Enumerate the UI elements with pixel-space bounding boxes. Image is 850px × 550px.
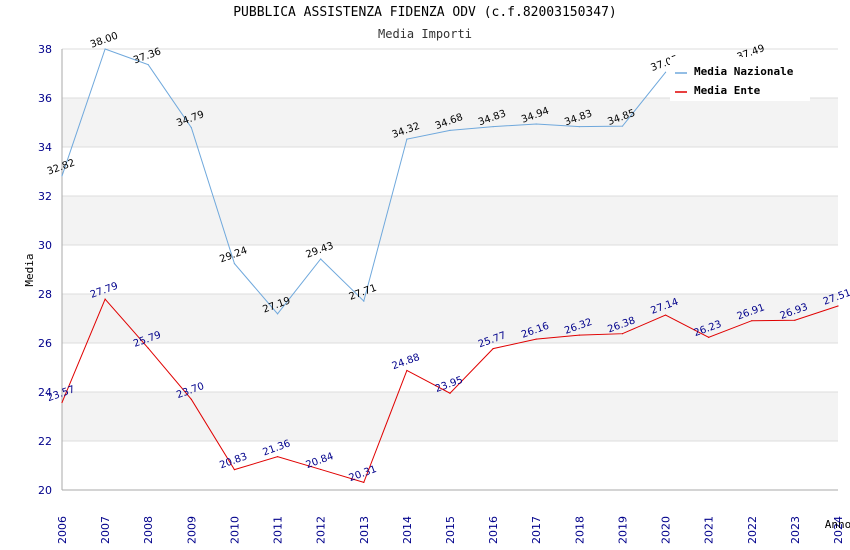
x-tick-label: 2017 (530, 516, 543, 544)
grid-band (62, 294, 838, 343)
chart-title: PUBBLICA ASSISTENZA FIDENZA ODV (c.f.820… (233, 5, 617, 20)
x-tick-label: 2018 (573, 516, 586, 544)
data-point (233, 263, 236, 265)
data-point (363, 300, 365, 302)
data-point (190, 127, 192, 129)
data-point (578, 334, 580, 336)
data-point (61, 175, 63, 177)
data-point (320, 258, 322, 260)
x-tick-label: 2022 (746, 516, 759, 544)
data-point (492, 126, 494, 128)
x-tick-label: 2012 (315, 516, 328, 544)
x-tick-label: 2006 (56, 516, 69, 544)
grid-band (62, 98, 838, 147)
grid-lines (62, 48, 838, 491)
x-tick-label: 2019 (616, 516, 629, 544)
x-tick-label: 2008 (142, 516, 155, 544)
data-label: 20.31 (348, 464, 379, 484)
series-line-media-nazionale (61, 48, 666, 315)
y-tick-label: 22 (38, 435, 52, 448)
chart-subtitle: Media Importi (378, 27, 472, 41)
data-point (61, 401, 63, 404)
data-label: 24.88 (391, 352, 422, 372)
legend-label-media-ente: Media Ente (694, 84, 761, 97)
data-point (276, 456, 279, 458)
data-point (708, 336, 710, 338)
x-tick-label: 2015 (444, 516, 457, 544)
data-point (449, 392, 451, 394)
data-label: 20.84 (304, 451, 335, 471)
legend: Media Nazionale Media Ente (670, 57, 810, 101)
x-tick-label: 2014 (401, 516, 414, 544)
x-tick-label: 2023 (789, 516, 802, 544)
series-layer (61, 48, 839, 484)
data-point (621, 333, 624, 335)
data-point (147, 347, 149, 349)
data-point (664, 71, 667, 73)
data-point (363, 481, 365, 484)
x-tick-label: 2010 (228, 516, 241, 544)
y-tick-label: 38 (38, 43, 52, 56)
x-tick-label: 2009 (185, 516, 198, 544)
y-tick-label: 28 (38, 288, 52, 301)
grid-band (62, 196, 838, 245)
y-tick-label: 34 (38, 141, 52, 154)
data-point (104, 298, 106, 300)
data-point (233, 469, 236, 471)
x-tick-label: 2007 (99, 516, 112, 544)
x-tick-label: 2020 (660, 516, 673, 544)
data-label: 38.00 (89, 31, 120, 51)
x-tick-label: 2011 (272, 516, 285, 544)
x-tick-label: 2013 (358, 516, 371, 544)
x-axis-title: Anno (825, 518, 850, 531)
data-point (276, 313, 279, 315)
data-point (751, 320, 753, 322)
y-axis-title: Media (23, 253, 36, 286)
data-point (406, 369, 408, 372)
data-point (837, 305, 839, 307)
data-point (664, 314, 667, 316)
data-point (621, 125, 624, 127)
data-point (794, 319, 796, 321)
data-point (320, 468, 322, 471)
data-point (578, 126, 580, 128)
y-tick-label: 30 (38, 239, 52, 252)
y-tick-label: 32 (38, 190, 52, 203)
y-tick-label: 36 (38, 92, 52, 105)
grid-bands (62, 98, 838, 441)
y-tick-label: 20 (38, 484, 52, 497)
x-tick-label: 2021 (703, 516, 716, 544)
data-point (535, 123, 537, 125)
data-point (104, 48, 106, 50)
legend-label-media-nazionale: Media Nazionale (694, 65, 794, 78)
data-label: 32.82 (46, 157, 77, 177)
data-point (406, 138, 408, 140)
data-point (190, 398, 192, 400)
data-point (492, 348, 494, 350)
legend-background (670, 57, 810, 101)
x-tick-label: 2016 (487, 516, 500, 544)
data-point (449, 129, 451, 131)
y-tick-label: 24 (38, 386, 52, 399)
data-point (147, 64, 149, 66)
data-point (535, 338, 537, 340)
x-tick-label: 2024 (832, 516, 845, 544)
y-tick-label: 26 (38, 337, 52, 350)
